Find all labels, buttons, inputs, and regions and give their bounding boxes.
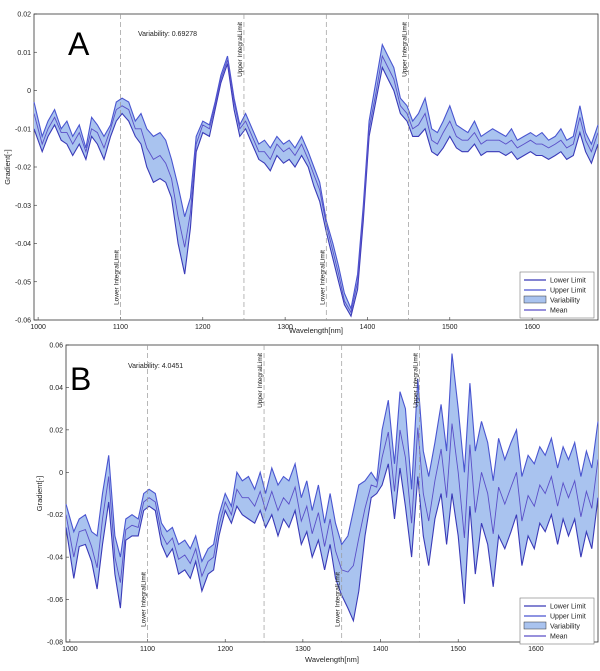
legend-label: Lower Limit: [550, 278, 586, 285]
y-tick-label: 0.01: [17, 50, 31, 57]
y-tick-label: -0.05: [15, 279, 31, 286]
x-tick-label: 1000: [62, 646, 78, 653]
integral-limit-label: Lower IntegralLimit: [113, 250, 120, 305]
integral-limit-label: Upper IntegralLimit: [257, 353, 264, 408]
x-tick-label: 1600: [528, 646, 544, 653]
variability-band: [66, 353, 598, 621]
y-tick-label: -0.08: [47, 640, 63, 647]
y-tick-label: 0.02: [49, 427, 63, 434]
y-tick-label: -0.04: [15, 241, 31, 248]
x-tick-label: 1300: [277, 324, 293, 331]
integral-limit-label: Upper IntegralLimit: [412, 353, 419, 408]
x-tick-label: 1200: [217, 646, 233, 653]
upper-limit-line: [33, 42, 599, 311]
x-axis-label: Wavelength[nm]: [305, 655, 359, 664]
mean-line: [65, 423, 599, 583]
y-tick-label: -0.02: [47, 512, 63, 519]
lower-limit-line: [65, 463, 599, 623]
legend-label: Lower Limit: [550, 604, 586, 611]
integral-limit-label: Upper IntegralLimit: [402, 22, 409, 77]
y-axis-label: Gradient[-]: [3, 149, 12, 184]
panel-letter: B: [70, 361, 91, 397]
variability-annotation: Variability: 4.0451: [128, 363, 183, 370]
y-tick-label: -0.02: [15, 165, 31, 172]
integral-limit-label: Lower IntegralLimit: [141, 572, 148, 627]
x-tick-label: 1400: [360, 324, 376, 331]
x-tick-label: 1600: [524, 324, 540, 331]
y-tick-label: 0.02: [17, 12, 31, 19]
lower-limit-line: [33, 63, 599, 318]
y-tick-label: -0.01: [15, 126, 31, 133]
legend-label: Upper Limit: [550, 288, 586, 295]
x-tick-label: 1500: [442, 324, 458, 331]
plot-frame: [33, 13, 599, 321]
y-tick-label: -0.03: [15, 203, 31, 210]
x-tick-label: 1100: [140, 646, 155, 653]
legend-label: Mean: [550, 634, 568, 641]
legend-label: Variability: [550, 624, 580, 631]
chart-panel-a: 0.020.010-0.01-0.02-0.03-0.04-0.05-0.061…: [3, 12, 599, 335]
y-tick-label: -0.06: [47, 597, 63, 604]
x-tick-label: 1100: [113, 324, 128, 331]
y-tick-label: 0: [59, 470, 63, 477]
mean-line: [33, 54, 599, 314]
integral-limit-label: Upper IntegralLimit: [237, 22, 244, 77]
upper-limit-line: [65, 353, 599, 564]
x-tick-label: 1000: [30, 324, 46, 331]
integral-limit-label: Lower IntegralLimit: [335, 572, 342, 627]
y-tick-label: -0.04: [47, 555, 63, 562]
x-tick-label: 1500: [450, 646, 466, 653]
panel-letter: A: [68, 26, 90, 62]
variability-annotation: Variability: 0.69278: [138, 31, 197, 38]
x-tick-label: 1300: [295, 646, 311, 653]
y-tick-label: 0: [27, 88, 31, 95]
legend-label: Mean: [550, 308, 568, 315]
x-axis-label: Wavelength[nm]: [289, 326, 343, 335]
legend-swatch-variability: [523, 621, 547, 630]
legend-label: Upper Limit: [550, 614, 586, 621]
y-tick-label: 0.06: [49, 343, 63, 350]
y-tick-label: -0.06: [15, 318, 31, 325]
integral-limit-label: Lower IntegralLimit: [319, 250, 326, 305]
legend-swatch-variability: [523, 295, 547, 304]
legend-label: Variability: [550, 298, 580, 305]
y-tick-label: 0.04: [49, 385, 63, 392]
x-tick-label: 1400: [373, 646, 389, 653]
y-axis-label: Gradient[-]: [35, 476, 44, 511]
x-tick-label: 1200: [195, 324, 211, 331]
